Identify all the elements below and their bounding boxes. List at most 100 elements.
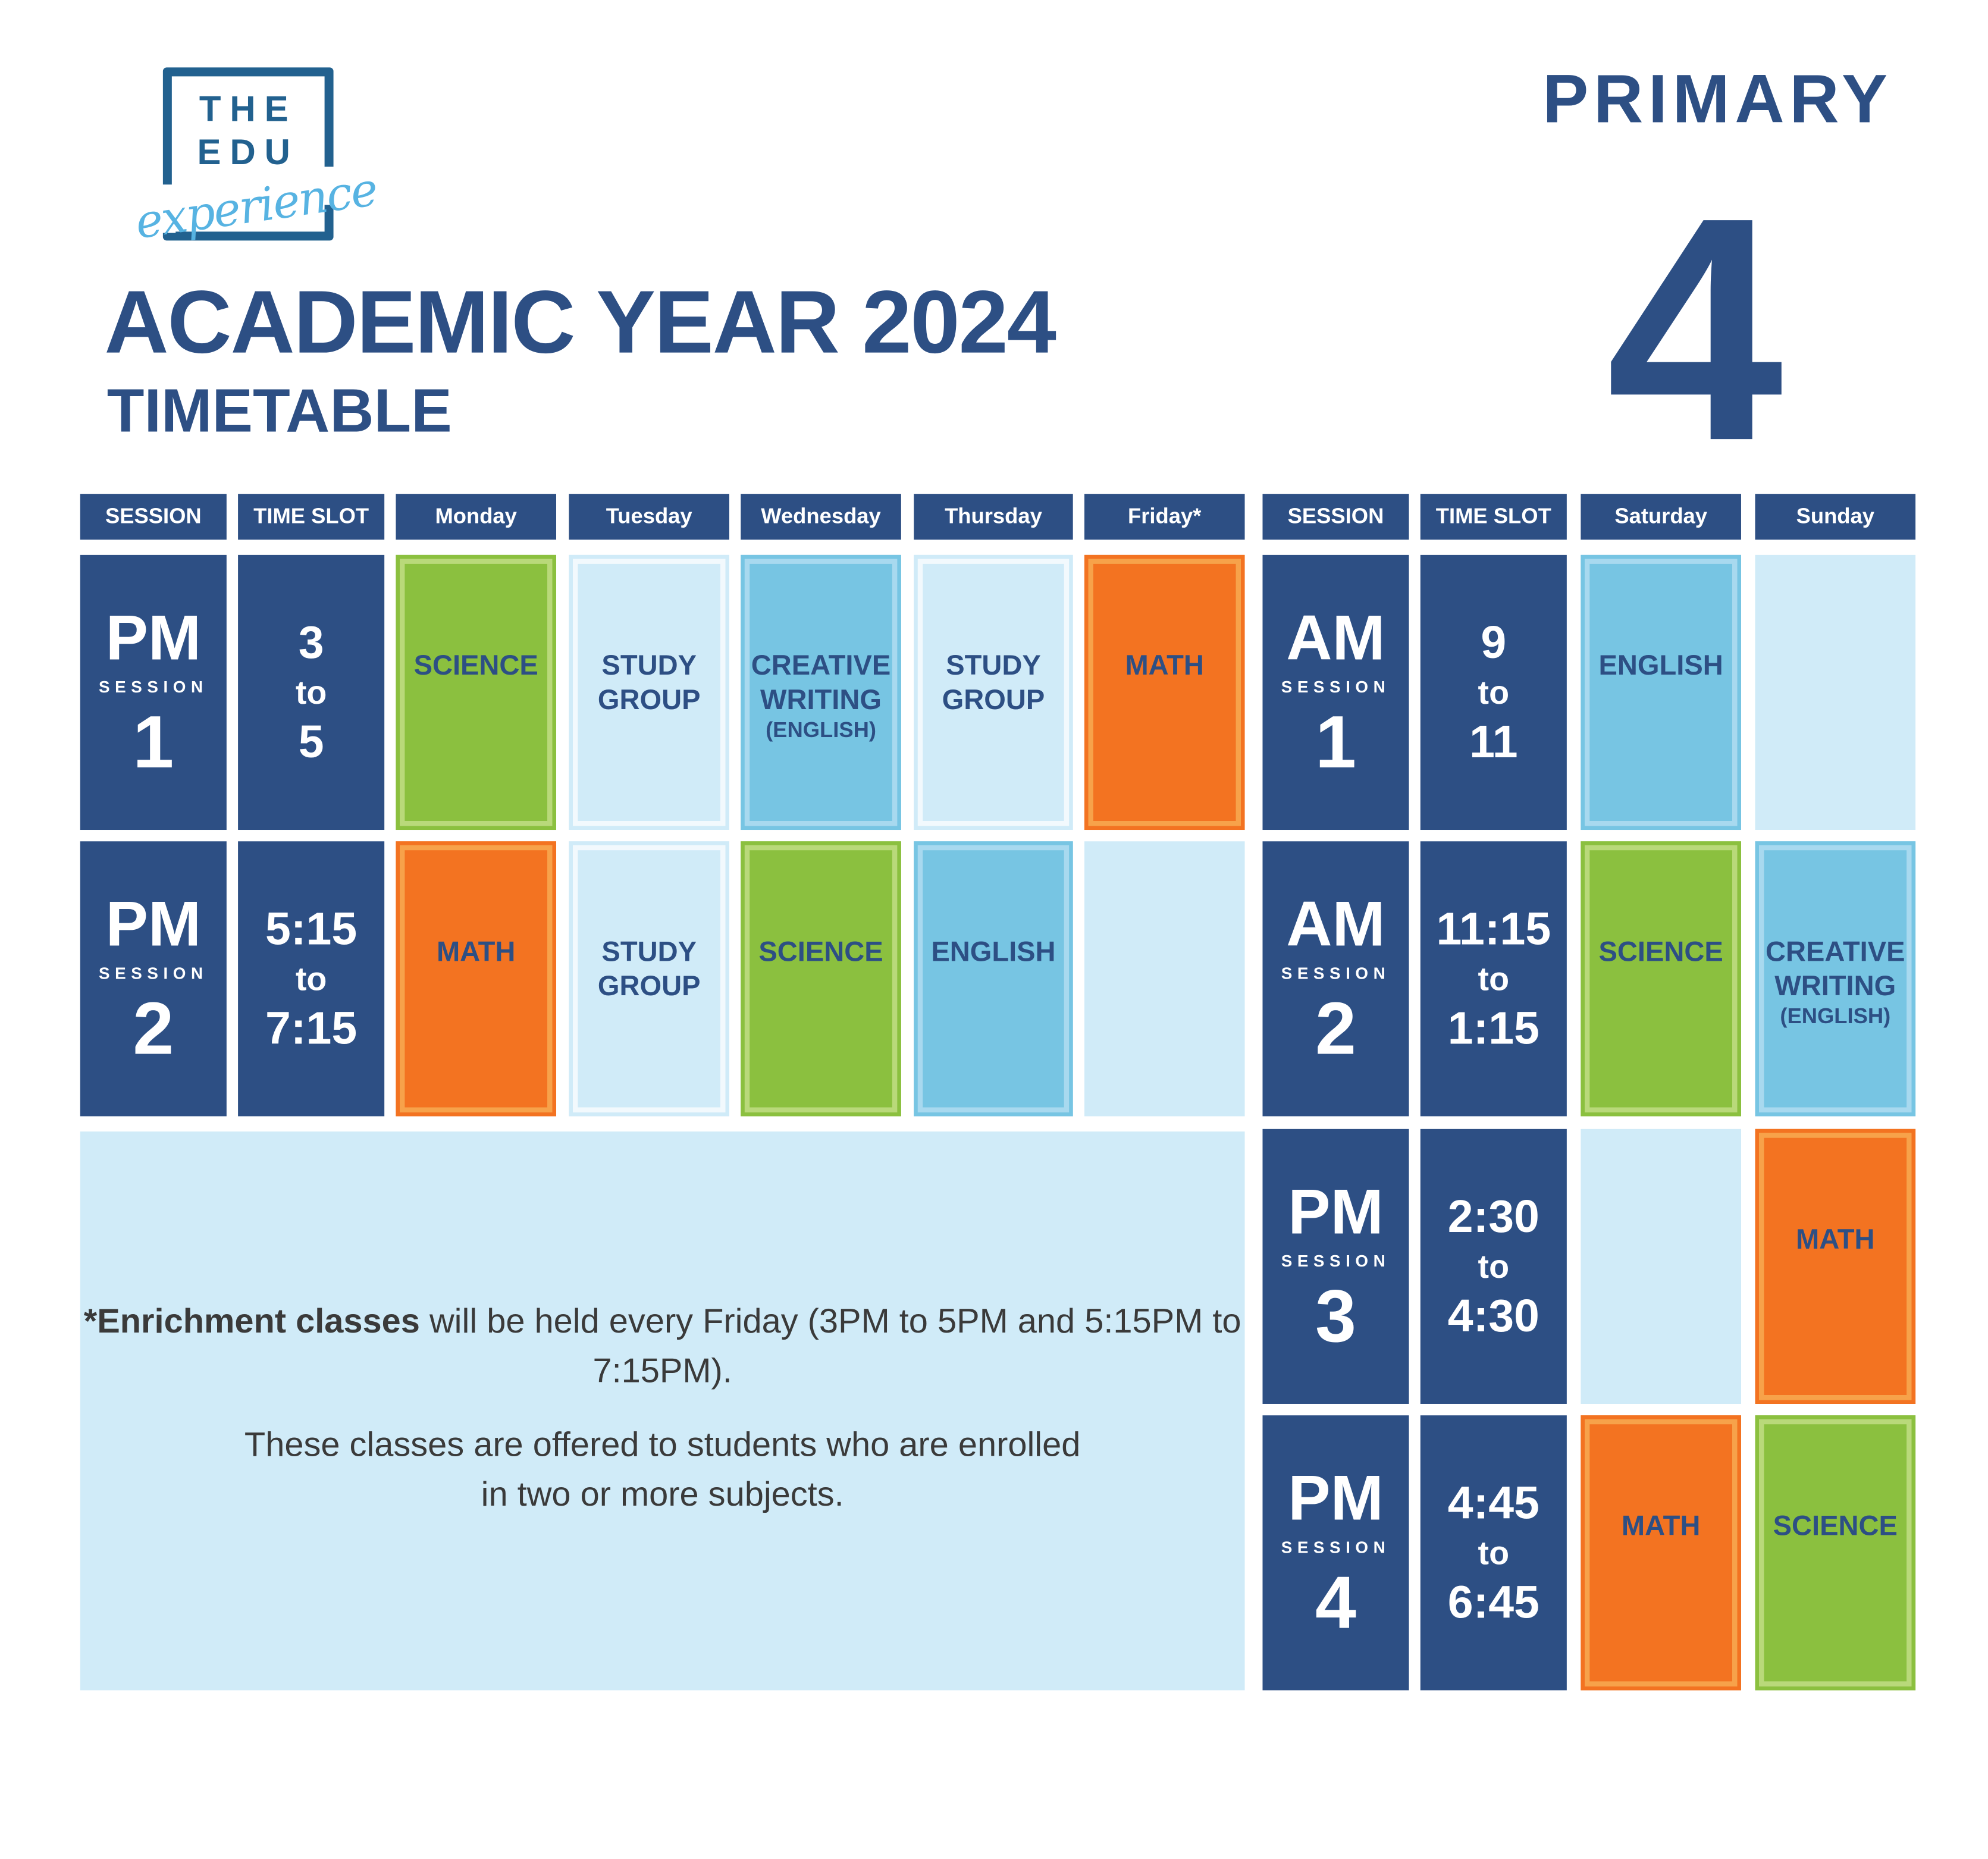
session-number: 1: [1315, 700, 1357, 783]
time-slot-cell: 3 to 5: [238, 554, 385, 830]
class-subject-line: GROUP: [597, 970, 701, 1002]
session-label: SESSION: [1281, 676, 1391, 696]
time-slot-cell: 5:15 to 7:15: [238, 841, 385, 1117]
note-bold: *Enrichment classes: [83, 1302, 420, 1340]
session-label: SESSION: [1281, 1537, 1391, 1556]
session-period: AM: [1286, 888, 1385, 960]
class-cell: STUDY GROUP: [569, 554, 729, 830]
time-text: 3: [298, 616, 324, 669]
empty-cell: [1084, 841, 1245, 1117]
time-text: 1:15: [1447, 1001, 1539, 1054]
session-label: SESSION: [1281, 1250, 1391, 1270]
class-subject-line: (ENGLISH): [1780, 1004, 1891, 1029]
time-text: to: [295, 960, 327, 998]
class-subject-line: MATH: [1796, 1223, 1875, 1255]
class-subject-line: WRITING: [760, 683, 882, 716]
session-cell: PM SESSION 3: [1262, 1128, 1409, 1404]
logo-frame-gap: [321, 167, 336, 205]
time-text: to: [1478, 1247, 1510, 1286]
session-cell: AM SESSION 1: [1262, 554, 1409, 830]
session-label: SESSION: [99, 963, 208, 982]
class-cell: MATH: [1755, 1128, 1916, 1404]
class-cell: MATH: [1084, 554, 1245, 830]
class-cell: SCIENCE: [1755, 1415, 1916, 1691]
class-subject-line: GROUP: [597, 683, 701, 716]
class-subject-line: CREATIVE: [1766, 935, 1905, 968]
class-cell: SCIENCE: [741, 841, 901, 1117]
empty-cell: [1581, 1128, 1741, 1404]
time-slot-cell: 9 to 11: [1420, 554, 1567, 830]
class-cell: MATH: [1581, 1415, 1741, 1691]
session-number: 1: [133, 700, 174, 783]
class-subject-line: GROUP: [942, 683, 1045, 716]
session-number: 2: [133, 987, 174, 1070]
session-cell: AM SESSION 2: [1262, 841, 1409, 1117]
time-text: 9: [1481, 616, 1507, 669]
class-cell: CREATIVE WRITING (ENGLISH): [1755, 841, 1916, 1117]
time-slot-cell: 11:15 to 1:15: [1420, 841, 1567, 1117]
class-subject-line: ENGLISH: [931, 935, 1056, 968]
note-paragraph-2: These classes are offered to students wh…: [244, 1425, 1081, 1513]
enrichment-note: *Enrichment classes will be held every F…: [80, 1131, 1245, 1691]
level-label: PRIMARY: [1542, 61, 1893, 138]
session-period: PM: [1288, 1462, 1384, 1534]
session-period: PM: [105, 888, 202, 960]
class-subject-line: CREATIVE: [751, 649, 891, 681]
time-text: 11:15: [1436, 902, 1551, 955]
logo-line-2: EDU: [197, 132, 299, 172]
page-subtitle: TIMETABLE: [106, 378, 452, 446]
class-cell: STUDY GROUP: [569, 841, 729, 1117]
time-slot-cell: 2:30 to 4:30: [1420, 1128, 1567, 1404]
column-header: SESSION: [80, 494, 227, 540]
session-number: 4: [1315, 1561, 1357, 1644]
class-subject-line: STUDY: [601, 649, 697, 681]
column-header: TIME SLOT: [1420, 494, 1567, 540]
time-text: 4:45: [1447, 1476, 1539, 1529]
class-subject-line: SCIENCE: [1773, 1509, 1898, 1542]
session-number: 2: [1315, 987, 1357, 1070]
time-text: 2:30: [1447, 1190, 1539, 1243]
class-subject-line: STUDY: [946, 649, 1041, 681]
class-subject-line: MATH: [436, 935, 516, 968]
note-text-1: will be held every Friday (3PM to 5PM an…: [419, 1302, 1241, 1390]
column-header: Monday: [396, 494, 557, 540]
class-subject-line: SCIENCE: [758, 935, 883, 968]
time-slot-cell: 4:45 to 6:45: [1420, 1415, 1567, 1691]
class-subject-line: MATH: [1621, 1509, 1701, 1542]
column-header: Sunday: [1755, 494, 1916, 540]
session-cell: PM SESSION 4: [1262, 1415, 1409, 1691]
class-subject-line: MATH: [1125, 649, 1204, 681]
column-header: Wednesday: [741, 494, 901, 540]
column-header: Saturday: [1581, 494, 1741, 540]
class-cell: MATH: [396, 841, 557, 1117]
session-number: 3: [1315, 1274, 1357, 1358]
class-subject-line: ENGLISH: [1598, 649, 1723, 681]
time-text: to: [1478, 1534, 1510, 1572]
column-header: SESSION: [1262, 494, 1409, 540]
class-cell: CREATIVE WRITING (ENGLISH): [741, 554, 901, 830]
column-header: Thursday: [914, 494, 1073, 540]
column-header: Friday*: [1084, 494, 1245, 540]
class-cell: SCIENCE: [396, 554, 557, 830]
class-subject-line: WRITING: [1774, 970, 1896, 1002]
column-header: Tuesday: [569, 494, 729, 540]
class-subject-line: SCIENCE: [413, 649, 538, 681]
time-text: 7:15: [265, 1001, 358, 1054]
note-paragraph-1: *Enrichment classes will be held every F…: [80, 1297, 1245, 1396]
class-cell: STUDY GROUP: [914, 554, 1073, 830]
logo-frame-gap: [160, 184, 176, 233]
time-text: 5:15: [265, 902, 358, 955]
class-subject-line: SCIENCE: [1598, 935, 1723, 968]
time-text: 4:30: [1447, 1289, 1539, 1342]
session-cell: PM SESSION 2: [80, 841, 227, 1117]
time-text: 11: [1469, 715, 1518, 768]
time-text: 5: [298, 715, 324, 768]
time-text: 6:45: [1447, 1575, 1539, 1628]
time-text: to: [1478, 673, 1510, 712]
empty-cell: [1755, 554, 1916, 830]
session-label: SESSION: [1281, 963, 1391, 982]
column-header: TIME SLOT: [238, 494, 385, 540]
session-cell: PM SESSION 1: [80, 554, 227, 830]
time-text: to: [1478, 960, 1510, 998]
